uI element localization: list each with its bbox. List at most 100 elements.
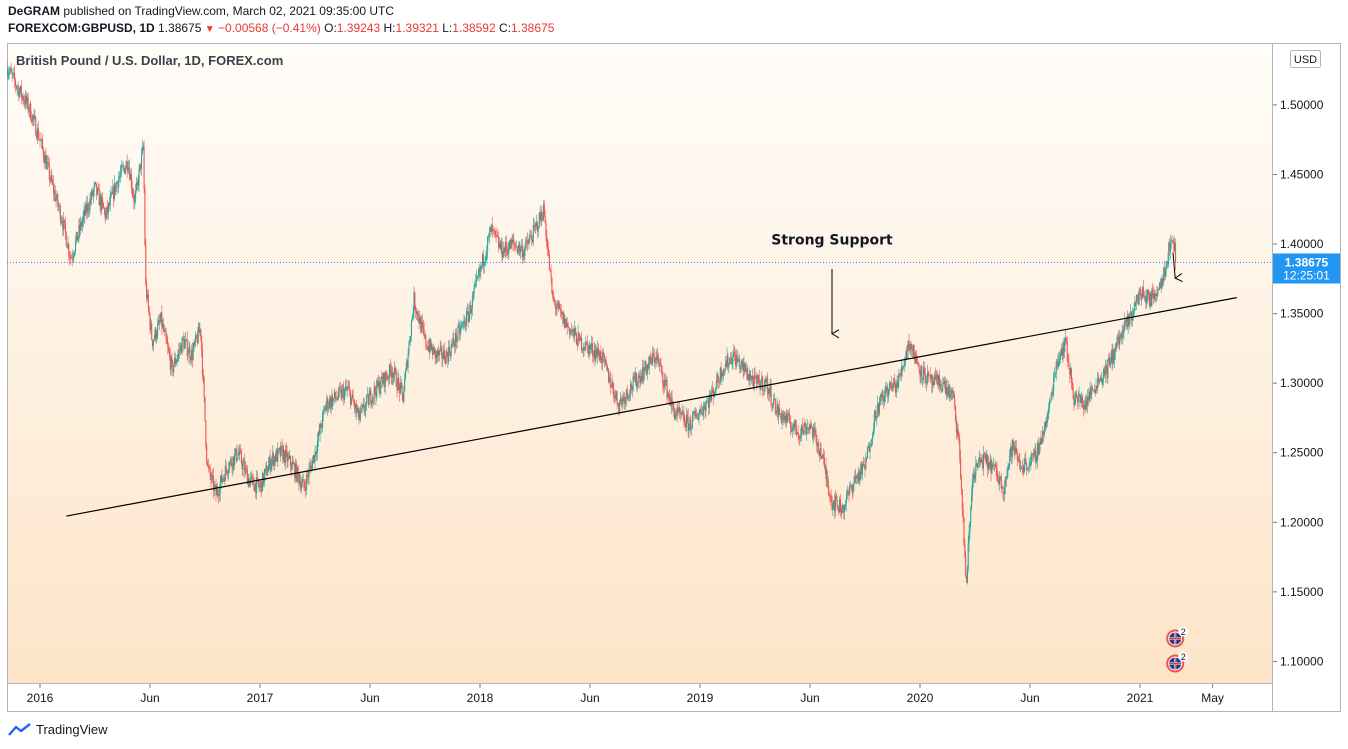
candle xyxy=(270,458,272,473)
candle xyxy=(1024,453,1026,472)
support-trendline[interactable] xyxy=(66,297,1237,517)
candle xyxy=(1128,313,1130,327)
candle xyxy=(960,449,962,480)
candle xyxy=(602,348,605,363)
candle xyxy=(267,466,269,476)
price-tick-label: 1.35000 xyxy=(1280,307,1324,321)
candle xyxy=(800,423,803,443)
chart-frame[interactable]: 1.10000 1.15000 1.20000 1.25000 1.30000 1.350… xyxy=(7,43,1341,712)
event-badge-icon[interactable]: 2 xyxy=(1166,626,1189,648)
candle xyxy=(125,160,127,169)
candle xyxy=(1074,391,1076,407)
candle xyxy=(1051,388,1053,397)
candle xyxy=(154,326,156,341)
candle xyxy=(150,318,152,333)
candle xyxy=(492,228,495,236)
candle xyxy=(115,181,117,195)
candle xyxy=(396,378,398,398)
time-axis[interactable] xyxy=(7,683,1273,712)
candle xyxy=(51,168,53,186)
candle xyxy=(230,455,232,467)
plot-area[interactable] xyxy=(7,43,1273,684)
price-tick-label: 1.10000 xyxy=(1280,654,1324,668)
candle xyxy=(91,187,94,198)
candle xyxy=(1037,437,1040,457)
strong-support-label[interactable]: Strong Support xyxy=(771,233,893,249)
price-axis[interactable] xyxy=(1272,43,1341,712)
candle xyxy=(243,457,245,464)
candle xyxy=(890,375,892,389)
candle xyxy=(245,465,248,475)
candle xyxy=(31,114,33,126)
symbol-name[interactable]: FOREXCOM:GBPUSD, 1D xyxy=(8,21,155,35)
candle xyxy=(20,80,22,105)
event-badge-icon[interactable]: 2 xyxy=(1166,651,1189,673)
candle xyxy=(596,346,598,358)
candle xyxy=(341,384,343,402)
candle xyxy=(487,234,490,242)
candle xyxy=(495,227,497,244)
currency-badge[interactable]: USD xyxy=(1290,50,1321,68)
candle xyxy=(1063,337,1065,360)
candle xyxy=(141,140,143,155)
candle xyxy=(634,371,636,383)
candle xyxy=(980,457,982,466)
brand-name[interactable]: TradingView xyxy=(36,722,108,737)
candle xyxy=(547,241,550,257)
candle xyxy=(207,458,209,473)
publish-header: DeGRAM published on TradingView.com, Mar… xyxy=(8,4,394,18)
price-chart[interactable]: 1.10000 1.15000 1.20000 1.25000 1.30000 1.350… xyxy=(7,43,1341,712)
candle xyxy=(525,236,528,249)
publish-info: published on TradingView.com, March 02, … xyxy=(63,4,395,18)
ohlc-legend: FOREXCOM:GBPUSD, 1D 1.38675 ▼ −0.00568 (… xyxy=(8,21,554,35)
candle xyxy=(1048,402,1050,420)
candle xyxy=(113,175,116,202)
candle xyxy=(619,399,621,415)
candle xyxy=(1163,266,1165,286)
candle xyxy=(399,375,402,396)
candle xyxy=(389,359,391,376)
tradingview-logo-icon[interactable] xyxy=(8,722,32,737)
candle xyxy=(137,174,139,191)
candle xyxy=(812,423,814,445)
candle xyxy=(717,372,719,383)
candle xyxy=(300,474,302,493)
candle xyxy=(884,382,886,403)
author-name[interactable]: DeGRAM xyxy=(8,4,61,18)
candle xyxy=(1021,459,1023,476)
candle xyxy=(995,462,997,477)
candle xyxy=(768,383,770,402)
candle xyxy=(102,202,105,209)
candle xyxy=(955,415,957,441)
candle xyxy=(574,320,576,343)
candle xyxy=(540,209,542,226)
candle xyxy=(720,361,722,382)
candle xyxy=(1018,452,1020,463)
retest-arrow[interactable] xyxy=(1172,252,1183,282)
candle xyxy=(484,256,486,267)
candle xyxy=(239,444,242,454)
candle xyxy=(565,317,567,328)
candle xyxy=(377,375,380,390)
candle xyxy=(505,235,507,257)
candle xyxy=(796,431,798,436)
candle xyxy=(171,352,173,368)
candle xyxy=(217,488,220,504)
candle xyxy=(775,410,777,417)
candle xyxy=(993,463,996,472)
candle xyxy=(767,387,770,401)
candle xyxy=(77,235,79,243)
candle xyxy=(186,331,188,360)
candle xyxy=(1033,448,1035,458)
candle xyxy=(1150,290,1152,307)
candle xyxy=(375,386,377,406)
candle xyxy=(319,423,321,442)
candle xyxy=(279,441,281,462)
candle xyxy=(496,234,498,238)
candle xyxy=(817,441,819,454)
candle xyxy=(466,303,468,315)
candle xyxy=(36,130,38,141)
candle xyxy=(332,393,334,411)
candle xyxy=(366,387,369,398)
candle xyxy=(509,239,511,251)
